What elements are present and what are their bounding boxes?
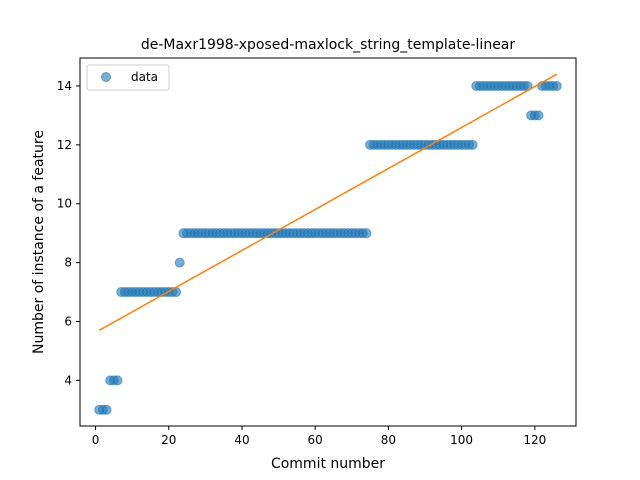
x-axis-label: Commit number <box>271 456 385 472</box>
y-tick-label: 8 <box>64 256 72 270</box>
x-tick-label: 20 <box>161 433 176 447</box>
data-point <box>101 404 112 415</box>
legend-marker <box>101 72 111 82</box>
trend-line <box>98 73 558 331</box>
data-point <box>361 228 372 239</box>
x-tick-label: 120 <box>523 433 546 447</box>
legend-label: data <box>131 70 158 84</box>
legend: data <box>86 64 170 91</box>
plot-frame <box>79 57 577 427</box>
x-tick-label: 80 <box>381 433 396 447</box>
data-point <box>533 110 544 121</box>
y-tick-label: 10 <box>57 197 72 211</box>
x-tick-label: 60 <box>308 433 323 447</box>
x-tick-label: 40 <box>234 433 249 447</box>
chart-title: de-Maxr1998-xposed-maxlock_string_templa… <box>141 37 516 53</box>
data-point <box>112 375 123 386</box>
x-tick-label: 0 <box>92 433 100 447</box>
data-point <box>467 139 478 150</box>
y-tick-label: 4 <box>64 373 72 387</box>
y-tick-label: 6 <box>64 314 72 328</box>
tick-layer: 0 20 40 60 80 100 120 4 6 8 10 12 14 <box>57 79 547 447</box>
y-tick-label: 14 <box>57 79 72 93</box>
data-layer <box>94 73 562 415</box>
y-tick-label: 12 <box>57 138 72 152</box>
y-axis-label: Number of instance of a feature <box>31 130 47 354</box>
legend-box <box>86 64 170 91</box>
data-point <box>174 257 185 268</box>
data-point <box>551 80 562 91</box>
x-tick-label: 100 <box>450 433 473 447</box>
